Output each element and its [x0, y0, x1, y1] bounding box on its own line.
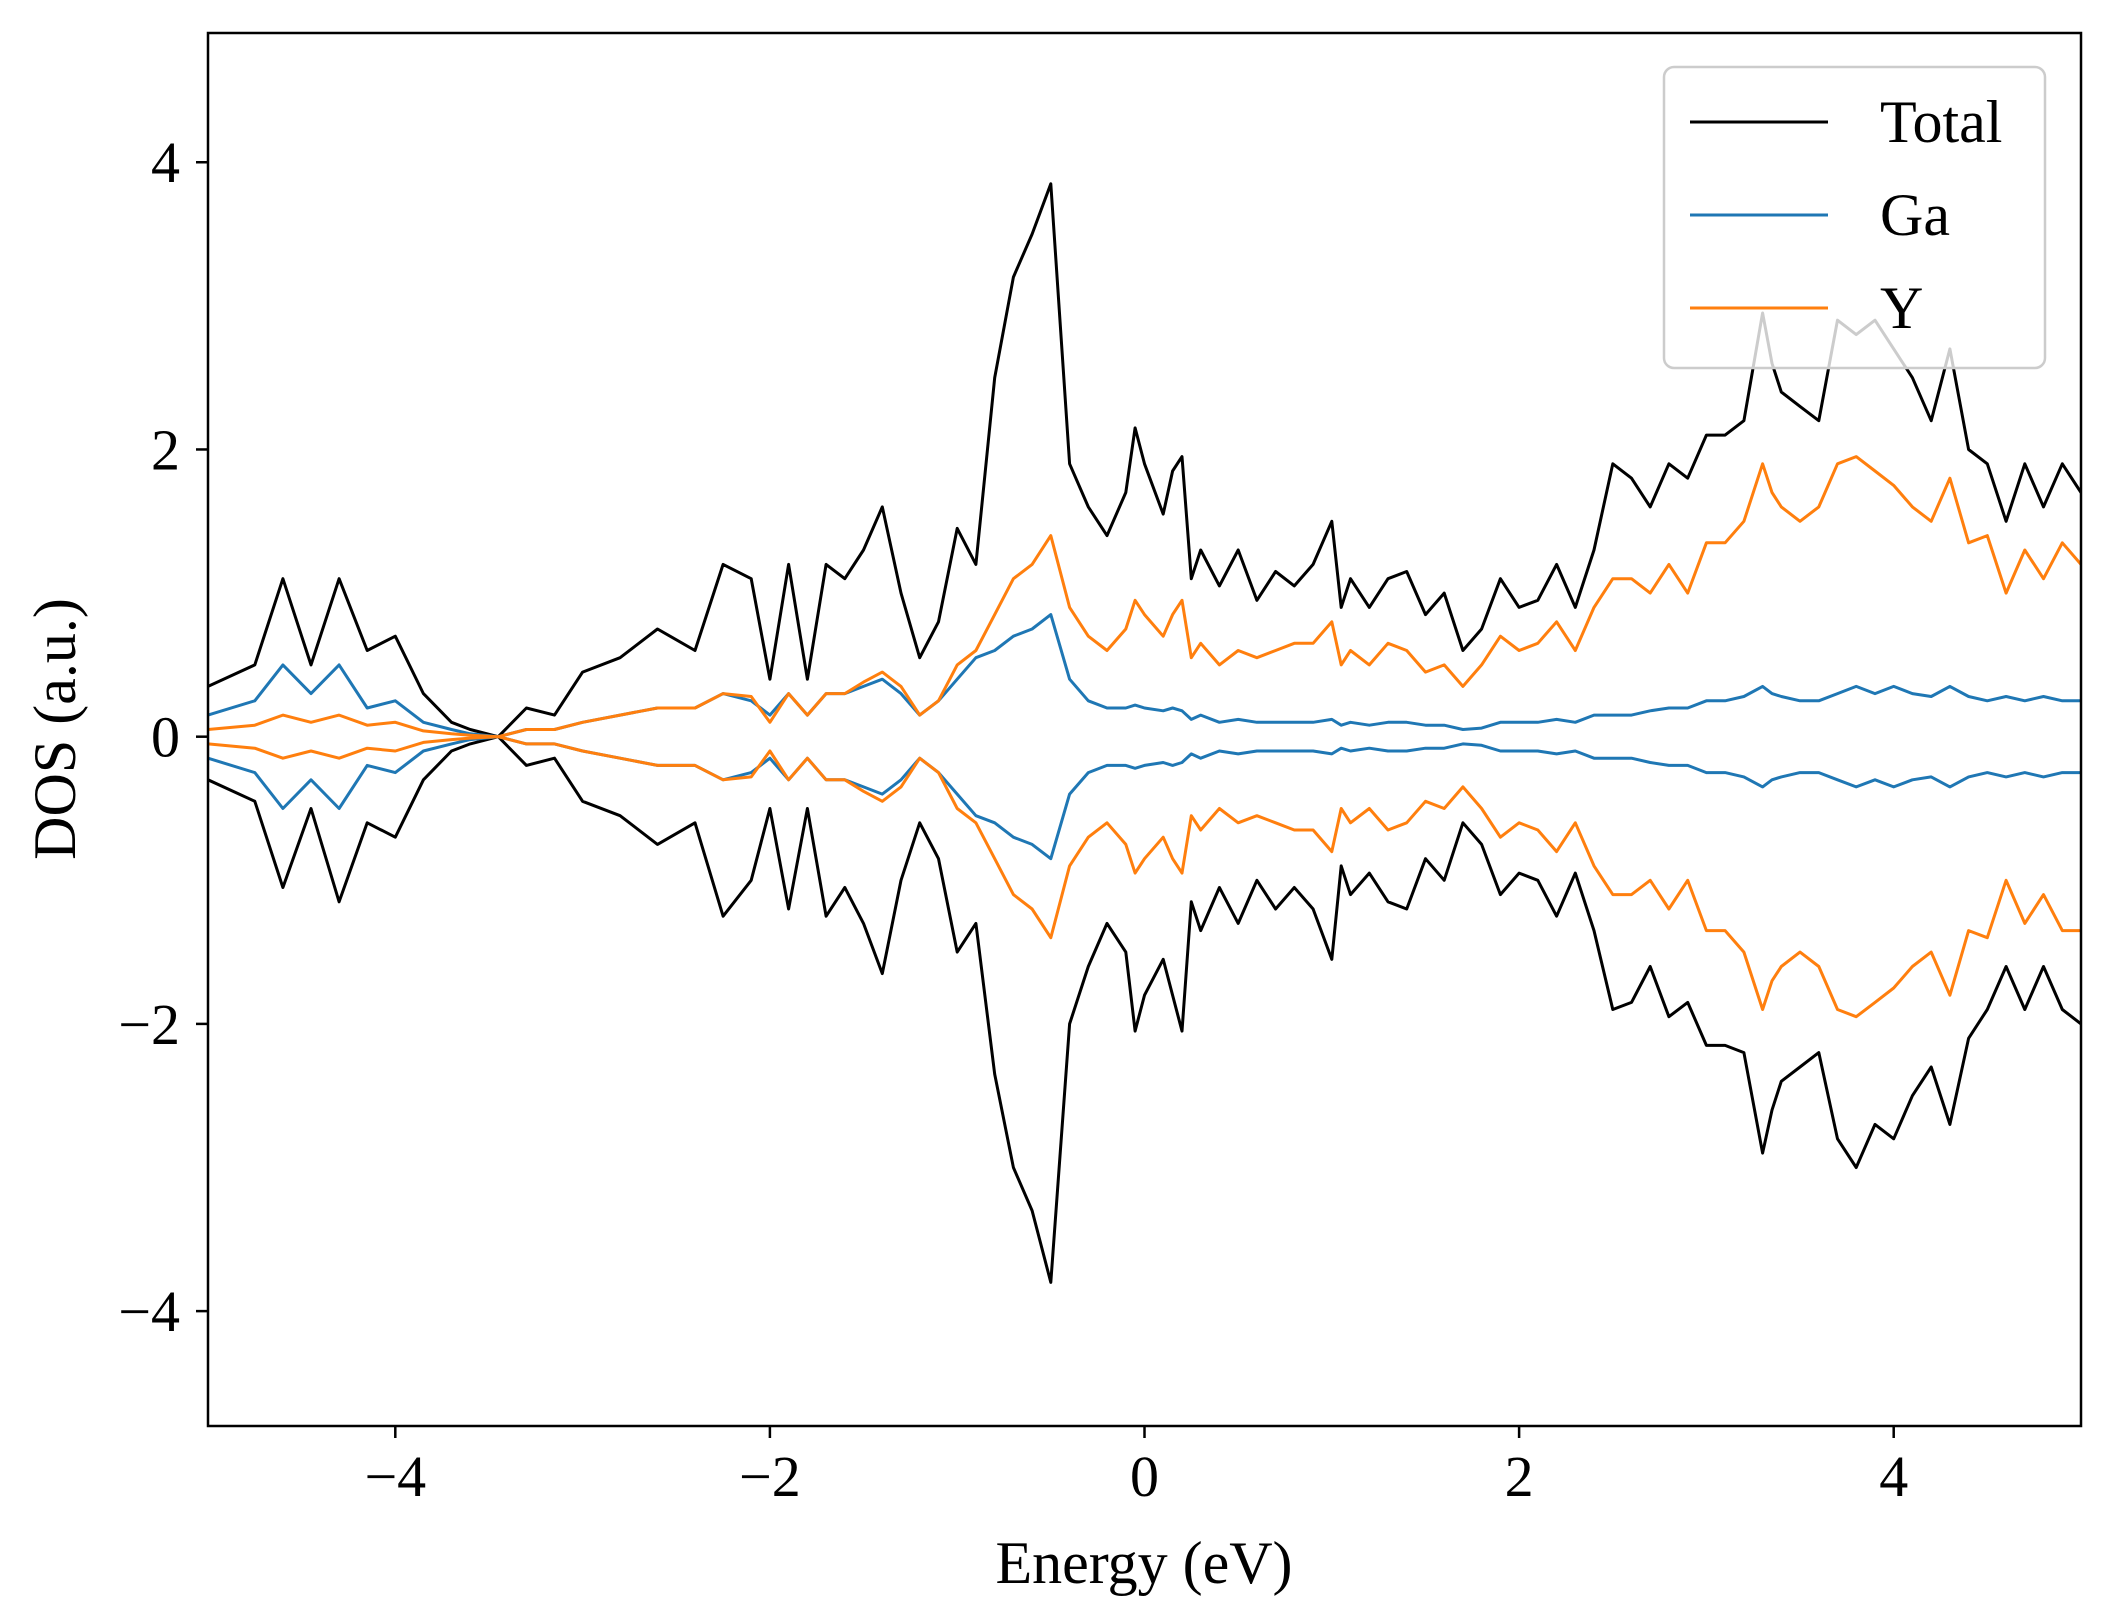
legend-label-y: Y	[1880, 275, 1923, 341]
y-axis: 4 2 0 −2 −4	[118, 130, 208, 1344]
legend-label-ga: Ga	[1880, 182, 1950, 248]
y-axis-label: DOS (a.u.)	[22, 598, 88, 860]
series-line-total-up	[208, 182, 2081, 739]
x-tick-label: 4	[1879, 1444, 1908, 1509]
y-tick-label: −2	[118, 992, 180, 1057]
y-tick-label: 2	[151, 417, 180, 482]
y-tick-label: 4	[151, 130, 180, 195]
legend: Total Ga Y	[1662, 65, 2047, 370]
series-line-ga-up	[208, 613, 2081, 739]
legend-box	[1662, 65, 2047, 370]
y-tick-label: 0	[151, 705, 180, 770]
series-line-ga-down	[208, 735, 2081, 861]
series-line-total-down	[208, 735, 2081, 1284]
series-line-y-down	[208, 735, 2081, 1019]
legend-label-total: Total	[1880, 89, 2002, 155]
x-axis-label: Energy (eV)	[995, 1530, 1292, 1596]
x-tick-label: −2	[739, 1444, 801, 1509]
x-tick-label: 2	[1505, 1444, 1534, 1509]
series-line-y-up	[208, 455, 2081, 739]
series-layer	[208, 182, 2081, 1284]
x-tick-label: 0	[1130, 1444, 1159, 1509]
y-tick-label: −4	[118, 1279, 180, 1344]
x-tick-label: −4	[364, 1444, 426, 1509]
x-axis: −4 −2 0 2 4	[364, 1426, 1908, 1509]
